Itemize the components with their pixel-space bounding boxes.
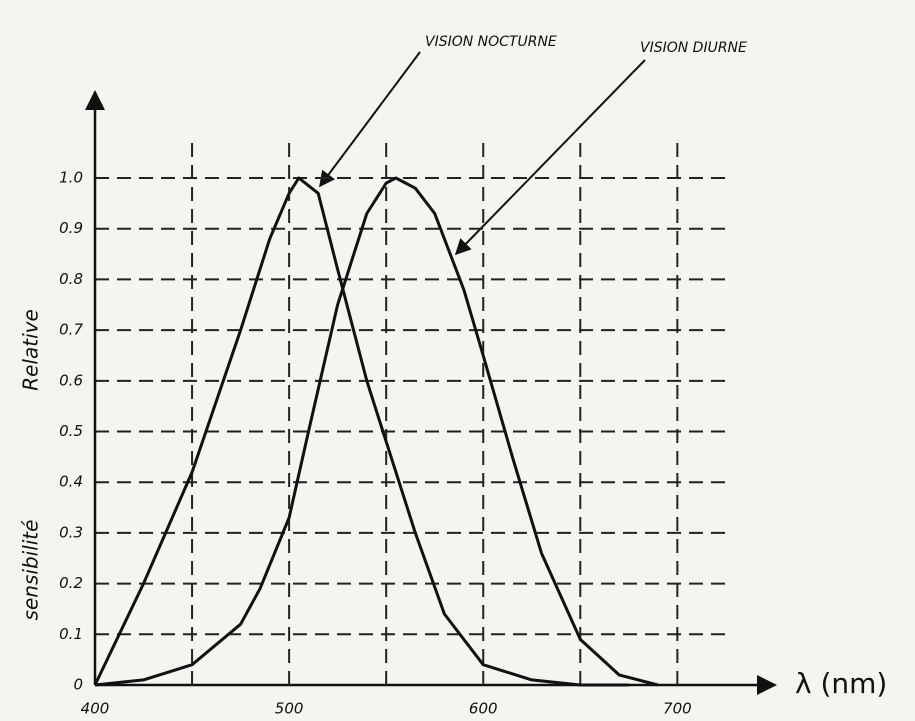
y-axis-label: Relative	[19, 309, 43, 391]
y-tick-label: 0.1	[59, 625, 83, 643]
y-axis-label: sensibilité	[19, 520, 43, 621]
x-tick-label: 600	[469, 700, 498, 718]
annotation-arrow	[320, 52, 420, 186]
y-tick-label: 0	[73, 676, 83, 694]
annotation-arrow	[456, 60, 645, 254]
y-tick-label: 0.9	[59, 219, 83, 237]
annotation: VISION DIURNE	[640, 40, 747, 56]
x-tick-label: 500	[275, 700, 304, 718]
y-tick-label: 0.5	[59, 422, 83, 440]
y-tick-label: 1.0	[59, 169, 83, 187]
x-tick-label: 400	[81, 700, 110, 718]
annotation: VISION NOCTURNE	[425, 34, 557, 50]
y-tick-label: 0.3	[59, 523, 83, 541]
y-tick-label: 0.8	[59, 270, 83, 288]
y-tick-label: 0.6	[59, 371, 83, 389]
x-tick-label: 700	[663, 700, 692, 718]
y-tick-label: 0.2	[59, 574, 83, 592]
x-axis-label: λ (nm)	[795, 667, 887, 700]
y-tick-label: 0.4	[59, 473, 83, 491]
chart: λ (nm) sensibilité Relative VISION NOCTU…	[0, 0, 915, 721]
y-tick-label: 0.7	[59, 321, 83, 339]
series-line	[95, 178, 658, 685]
